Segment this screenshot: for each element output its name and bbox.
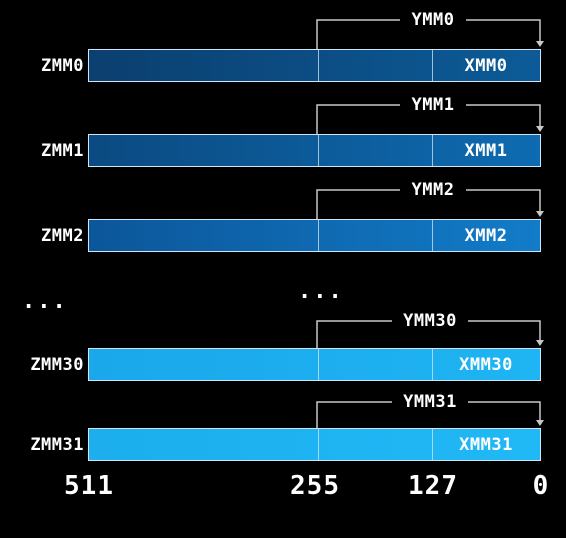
zmm2-bar: XMM2 — [88, 219, 541, 252]
bit-128-divider — [432, 349, 433, 380]
bit-position-511: 511 — [64, 471, 114, 501]
ymm30-label: YMM30 — [392, 311, 468, 331]
zmm1-bar: XMM1 — [88, 134, 541, 167]
zmm30-label: ZMM30 — [30, 355, 84, 375]
zmm1-label: ZMM1 — [41, 141, 84, 161]
bit-256-divider — [318, 349, 319, 380]
bit-256-divider — [318, 220, 319, 251]
zmm0-label: ZMM0 — [41, 56, 84, 76]
ellipsis-left: ... — [22, 289, 68, 314]
ymm2-label: YMM2 — [400, 180, 466, 200]
ellipsis-center: ... — [298, 279, 344, 304]
xmm0-label: XMM0 — [464, 55, 508, 76]
bit-position-127: 127 — [408, 471, 458, 501]
bit-position-255: 255 — [290, 471, 340, 501]
ymm1-label: YMM1 — [400, 95, 466, 115]
zmm31-label: ZMM31 — [30, 435, 84, 455]
ymm31-label: YMM31 — [392, 392, 468, 412]
zmm30-bar: XMM30 — [88, 348, 541, 381]
bit-128-divider — [432, 50, 433, 81]
zmm2-label: ZMM2 — [41, 226, 84, 246]
bit-128-divider — [432, 429, 433, 460]
bit-256-divider — [318, 50, 319, 81]
zmm0-bar: XMM0 — [88, 49, 541, 82]
ymm0-label: YMM0 — [400, 10, 466, 30]
bit-128-divider — [432, 135, 433, 166]
xmm30-label: XMM30 — [459, 354, 513, 375]
xmm31-label: XMM31 — [459, 434, 513, 455]
bit-256-divider — [318, 429, 319, 460]
bit-128-divider — [432, 220, 433, 251]
xmm1-label: XMM1 — [464, 140, 508, 161]
xmm2-label: XMM2 — [464, 225, 508, 246]
zmm31-bar: XMM31 — [88, 428, 541, 461]
bit-position-0: 0 — [532, 471, 550, 501]
bit-256-divider — [318, 135, 319, 166]
